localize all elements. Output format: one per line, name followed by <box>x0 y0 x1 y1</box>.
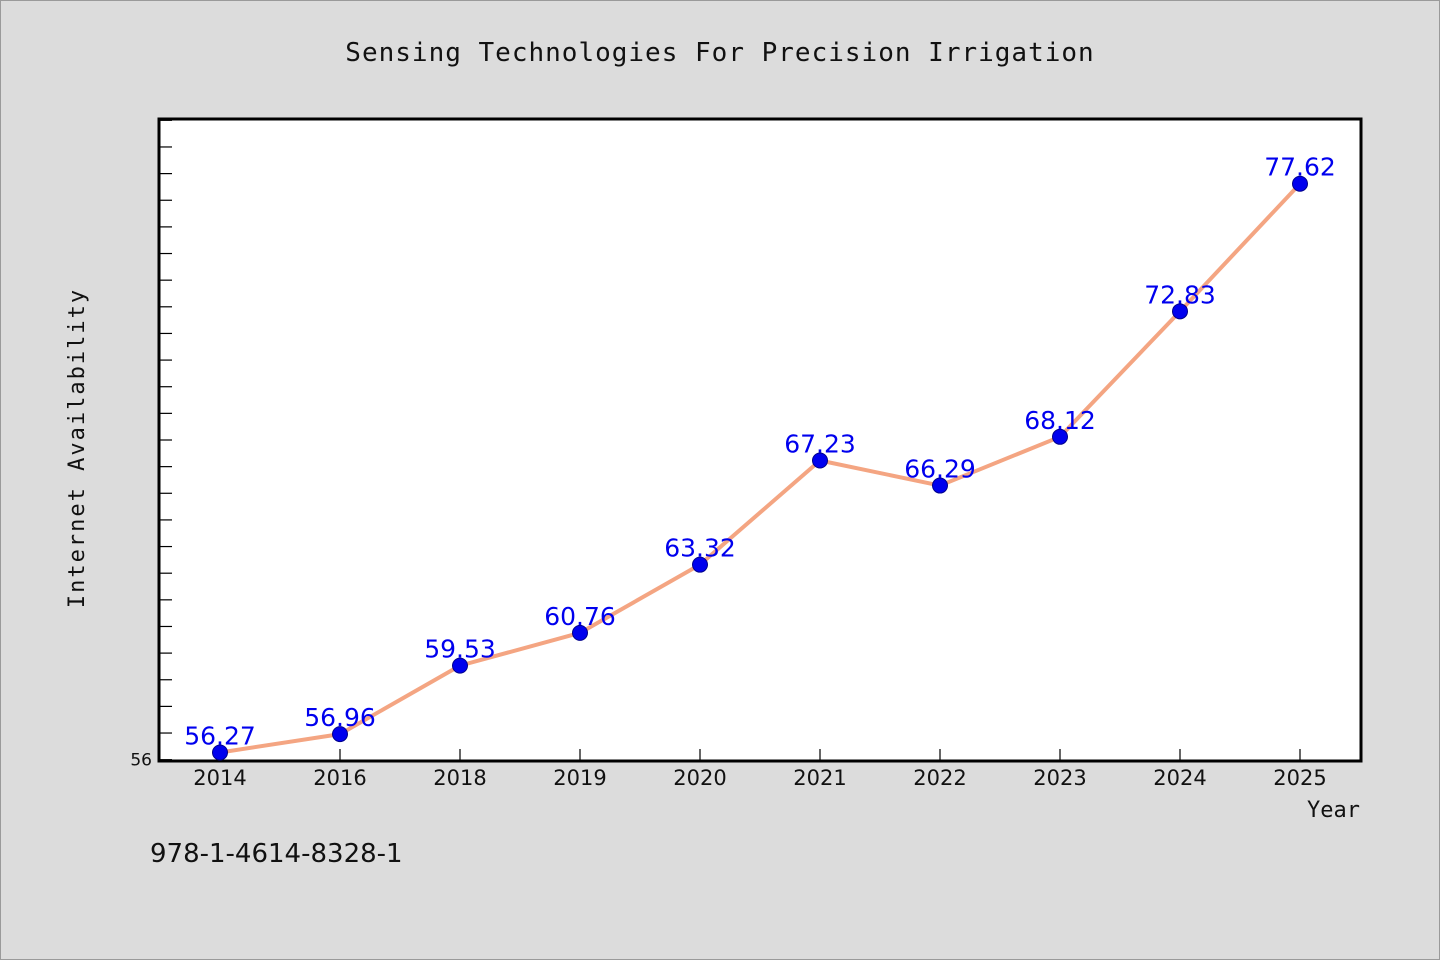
x-tick-label: 2014 <box>193 766 246 790</box>
y-axis-ticks: 56 <box>130 119 172 771</box>
data-point-marker <box>1172 303 1188 320</box>
data-label-layer: 56.27 56.96 59.53 60.76 63.32 67.23 66.29 68.12… <box>184 153 1336 751</box>
data-label: 60.76 <box>544 602 616 631</box>
data-label: 68.12 <box>1024 406 1096 435</box>
x-axis-label: Year <box>1307 798 1360 823</box>
x-tick-label: 2023 <box>1033 766 1086 790</box>
x-tick-label: 2021 <box>793 766 846 790</box>
data-label: 56.96 <box>304 703 376 732</box>
x-tick-label: 2016 <box>313 766 366 790</box>
data-label: 63.32 <box>664 534 736 563</box>
data-point-marker <box>812 452 828 469</box>
data-point-marker <box>1292 175 1308 192</box>
footnote-isbn: 978-1-4614-8328-1 <box>150 839 403 869</box>
x-tick-label: 2018 <box>433 766 486 790</box>
series-layer <box>218 181 1302 755</box>
data-label: 77.62 <box>1264 153 1336 182</box>
marker-layer <box>212 175 1308 761</box>
data-point-marker <box>932 477 948 494</box>
data-label: 72.83 <box>1144 280 1216 309</box>
data-label: 66.29 <box>904 455 976 484</box>
series-line <box>218 181 1302 755</box>
data-point-marker <box>452 657 468 674</box>
x-tick-label: 2025 <box>1273 766 1326 790</box>
data-point-marker <box>692 556 708 573</box>
y-axis-label: Internet Availability <box>65 288 90 608</box>
x-tick-label: 2024 <box>1153 766 1206 790</box>
data-point-marker <box>1052 428 1068 445</box>
plot-area <box>157 117 1363 763</box>
data-label: 67.23 <box>784 430 856 459</box>
chart-title: Sensing Technologies For Precision Irrig… <box>345 38 1094 68</box>
y-tick-label: 56 <box>130 751 152 771</box>
data-label: 56.27 <box>184 721 256 750</box>
data-point-marker <box>572 624 588 641</box>
data-point-marker <box>212 744 228 761</box>
data-point-marker <box>332 726 348 743</box>
x-tick-label: 2022 <box>913 766 966 790</box>
data-label: 59.53 <box>424 635 496 664</box>
x-tick-label: 2020 <box>673 766 726 790</box>
x-axis-ticks: 2014 2016 2018 2019 2020 2021 2022 2023 2024 2025 <box>193 749 1327 790</box>
x-tick-label: 2019 <box>553 766 606 790</box>
